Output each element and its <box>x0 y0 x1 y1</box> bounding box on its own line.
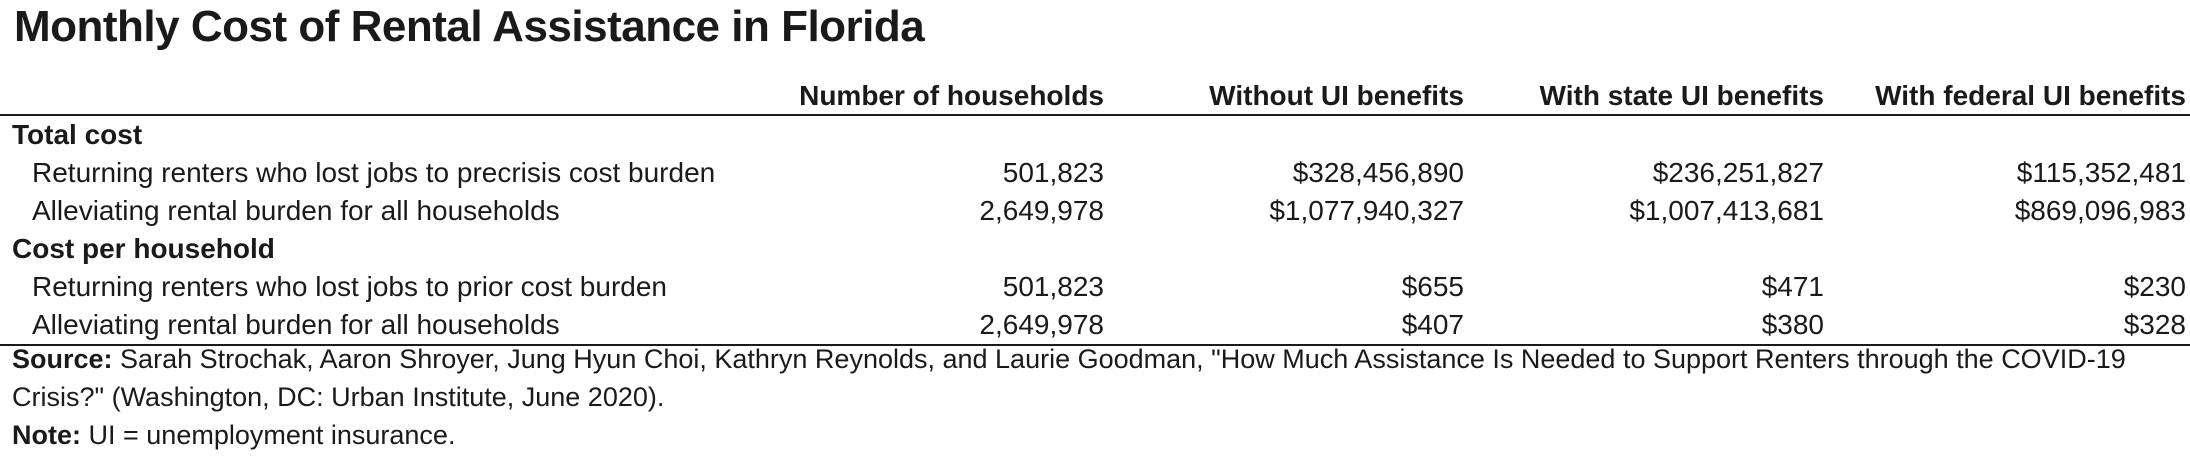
note-text: UI = unemployment insurance. <box>88 420 456 450</box>
section-row-cost-per-household: Cost per household <box>0 230 2190 268</box>
table-title: Monthly Cost of Rental Assistance in Flo… <box>14 2 925 51</box>
cell-federal-ui: $115,352,481 <box>2016 157 2186 188</box>
cell-state-ui: $380 <box>1478 306 1838 346</box>
section-label: Cost per household <box>12 233 275 264</box>
row-label: Returning renters who lost jobs to prior… <box>32 271 667 302</box>
cell-without-ui: $1,077,940,327 <box>1269 195 1464 226</box>
column-header-state-ui: With state UI benefits <box>1478 78 1838 116</box>
table-row: Alleviating rental burden for all househ… <box>0 192 2190 230</box>
section-row-total-cost: Total cost <box>0 115 2190 154</box>
cell-federal-ui: $869,096,983 <box>2014 195 2186 226</box>
cell-state-ui: $236,251,827 <box>1652 157 1824 188</box>
table-row: Returning renters who lost jobs to prior… <box>0 268 2190 306</box>
source-note: Source: Sarah Strochak, Aaron Shroyer, J… <box>12 340 2182 416</box>
cell-households: 2,649,978 <box>979 195 1104 226</box>
cell-without-ui: $328,456,890 <box>1292 157 1464 188</box>
row-label: Returning renters who lost jobs to precr… <box>32 157 716 188</box>
table-notes: Source: Sarah Strochak, Aaron Shroyer, J… <box>12 340 2182 454</box>
cell-federal-ui: $328 <box>1838 306 2190 346</box>
cell-households: 2,649,978 <box>775 306 1118 346</box>
column-header-federal-ui: With federal UI benefits <box>1838 78 2190 116</box>
source-text: Sarah Strochak, Aaron Shroyer, Jung Hyun… <box>12 344 2126 412</box>
note-label: Note: <box>12 420 81 450</box>
section-label: Total cost <box>12 119 143 150</box>
column-header-households: Number of households <box>775 78 1118 116</box>
footnote: Note: UI = unemployment insurance. <box>12 416 2182 454</box>
row-label: Alleviating rental burden for all househ… <box>32 195 560 226</box>
header-row: Number of households Without UI benefits… <box>0 78 2190 116</box>
cell-households: 501,823 <box>1002 271 1104 302</box>
column-header-without-ui: Without UI benefits <box>1118 78 1478 116</box>
cell-without-ui: $655 <box>1401 271 1464 302</box>
cell-state-ui: $1,007,413,681 <box>1629 195 1824 226</box>
cell-federal-ui: $230 <box>2123 271 2186 302</box>
cell-state-ui: $471 <box>1761 271 1824 302</box>
rental-assistance-table: Number of households Without UI benefits… <box>0 78 2190 346</box>
cell-households: 501,823 <box>1002 157 1104 188</box>
header-blank <box>0 78 775 116</box>
table-row: Returning renters who lost jobs to precr… <box>0 154 2190 192</box>
row-label: Alleviating rental burden for all househ… <box>0 306 775 346</box>
cell-without-ui: $407 <box>1118 306 1478 346</box>
source-label: Source: <box>12 344 113 374</box>
table-row: Alleviating rental burden for all househ… <box>0 306 2190 346</box>
